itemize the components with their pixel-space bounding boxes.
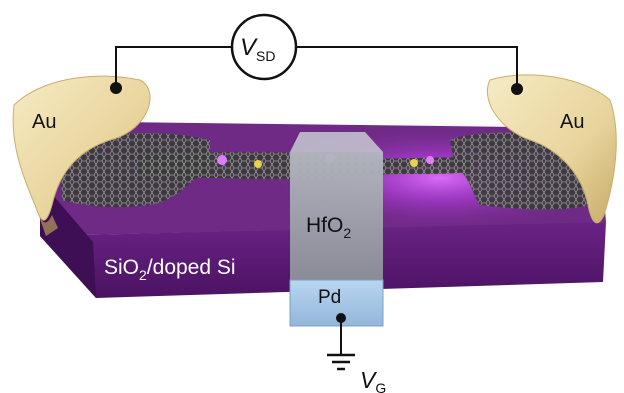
molecule-marker <box>410 159 418 167</box>
vsd-label: VSD <box>240 34 275 64</box>
graphene-left-pad <box>60 133 210 208</box>
gold-electrode-left <box>12 75 151 236</box>
hfo2-block: HfO2 <box>290 132 383 280</box>
vsd-wire <box>115 46 232 87</box>
substrate-label: SiO2/doped Si <box>104 256 236 283</box>
pd-label: Pd <box>318 287 341 308</box>
molecule-marker <box>217 155 227 165</box>
gold-electrode-right <box>486 74 617 224</box>
vsd-circuit: VSD <box>110 13 523 95</box>
terminal-dot <box>511 83 523 95</box>
molecule-marker <box>426 156 434 164</box>
hfo2-label: HfO2 <box>306 214 351 241</box>
terminal-dot <box>110 82 122 94</box>
terminal-dot <box>336 313 346 323</box>
vg-circuit: VG <box>327 313 386 393</box>
au-left-label: Au <box>32 111 56 133</box>
vsd-wire <box>296 46 518 88</box>
hfo2-front <box>290 152 383 280</box>
au-right-label: Au <box>560 111 584 133</box>
vsd-source-symbol <box>230 13 298 81</box>
substrate-side <box>40 180 96 298</box>
hfo2-top <box>290 132 383 152</box>
molecule-marker <box>254 160 262 168</box>
vg-label: VG <box>360 367 386 393</box>
